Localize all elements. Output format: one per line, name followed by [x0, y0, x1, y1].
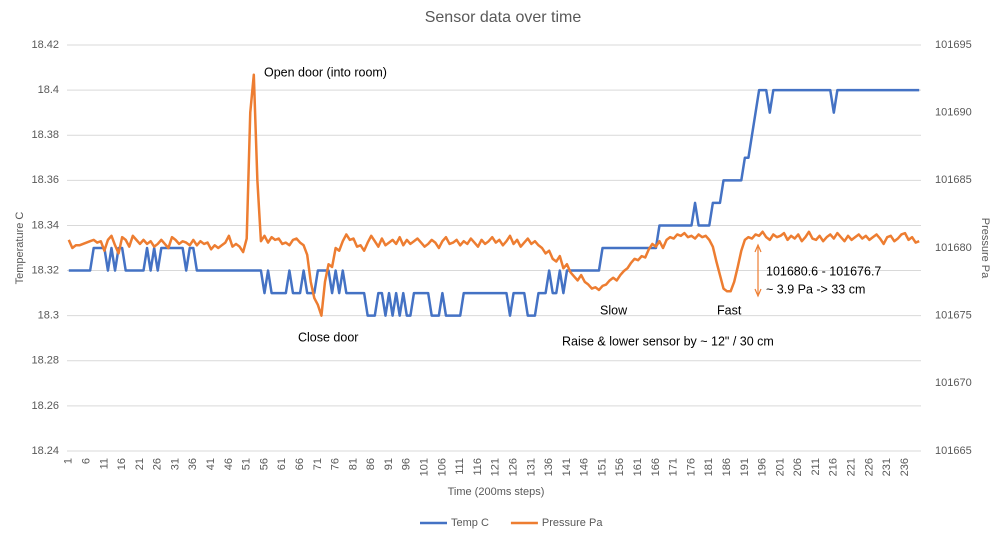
- x-tick-label: 146: [579, 458, 591, 476]
- y-tick-label: 18.36: [31, 174, 59, 186]
- x-tick-label: 81: [347, 458, 359, 470]
- x-tick-label: 106: [436, 458, 448, 476]
- annotation: 101680.6 - 101676.7: [766, 264, 881, 278]
- x-tick-label: 231: [881, 458, 893, 476]
- x-tick-label: 121: [490, 458, 502, 476]
- y2-tick-label: 101675: [935, 310, 972, 322]
- x-tick-label: 101: [419, 458, 431, 476]
- x-tick-label: 116: [472, 458, 484, 476]
- x-tick-label: 16: [116, 458, 128, 470]
- x-tick-label: 21: [134, 458, 146, 470]
- x-axis-label: Time (200ms steps): [448, 486, 545, 498]
- y-tick-label: 18.38: [31, 129, 59, 141]
- x-tick-label: 126: [507, 458, 519, 476]
- y2-axis-label: Pressure Pa: [979, 218, 991, 279]
- y-tick-label: 18.28: [31, 355, 59, 367]
- annotation: ~ 3.9 Pa -> 33 cm: [766, 282, 865, 296]
- x-tick-label: 206: [792, 458, 804, 476]
- x-tick-label: 41: [205, 458, 217, 470]
- legend-label: Pressure Pa: [542, 517, 603, 529]
- y-tick-label: 18.32: [31, 264, 59, 276]
- x-tick-label: 26: [152, 458, 164, 470]
- x-tick-label: 11: [98, 458, 110, 469]
- annotation: Raise & lower sensor by ~ 12" / 30 cm: [562, 334, 774, 348]
- x-tick-label: 216: [828, 458, 840, 476]
- x-tick-label: 131: [525, 458, 537, 476]
- y-tick-label: 18.24: [31, 445, 59, 457]
- annotation: Slow: [600, 303, 628, 317]
- x-tick-label: 31: [169, 458, 181, 470]
- x-tick-label: 46: [223, 458, 235, 470]
- x-tick-label: 6: [80, 458, 92, 464]
- x-tick-label: 196: [757, 458, 769, 476]
- x-tick-label: 66: [294, 458, 306, 470]
- series-line: [67, 73, 920, 317]
- x-tick-label: 161: [632, 458, 644, 476]
- annotations: Open door (into room) Close door Slow Fast R…: [264, 65, 881, 348]
- chart-title: Sensor data over time: [425, 9, 582, 26]
- annotation: Fast: [717, 303, 742, 317]
- x-tick-label: 191: [739, 458, 751, 476]
- y2-tick-label: 101690: [935, 107, 972, 119]
- series-line: [68, 88, 920, 317]
- x-tick-label: 111: [454, 458, 466, 475]
- x-tick-label: 176: [685, 458, 697, 476]
- y2-tick-label: 101695: [935, 39, 972, 51]
- legend-label: Temp C: [451, 517, 489, 529]
- x-tick-label: 171: [668, 458, 680, 476]
- x-tick-label: 51: [241, 458, 253, 470]
- annotation-arrowheads: [754, 243, 762, 298]
- x-tick-label: 221: [846, 458, 858, 476]
- y-tick-label: 18.3: [38, 310, 59, 322]
- x-tick-label: 136: [543, 458, 555, 476]
- x-tick-label: 1: [63, 458, 75, 464]
- y-axis-label: Temperature C: [14, 212, 26, 285]
- x-tick-label: 211: [810, 458, 822, 476]
- x-tick-label: 151: [596, 458, 608, 476]
- y-tick-label: 18.4: [38, 84, 59, 96]
- y2-tick-label: 101685: [935, 174, 972, 186]
- y2-tick-label: 101665: [935, 445, 972, 457]
- x-tick-label: 71: [312, 458, 324, 470]
- x-tick-label: 76: [330, 458, 342, 470]
- y-tick-label: 18.42: [31, 39, 59, 51]
- x-tick-label: 86: [365, 458, 377, 470]
- x-tick-label: 236: [899, 458, 911, 476]
- grid: [67, 44, 921, 452]
- x-tick-label: 226: [863, 458, 875, 476]
- x-tick-label: 186: [721, 458, 733, 476]
- x-tick-label: 141: [561, 458, 573, 476]
- x-tick-label: 181: [703, 458, 715, 476]
- x-tick-label: 91: [383, 458, 395, 470]
- x-tick-label: 96: [401, 458, 413, 470]
- annotation: Close door: [298, 330, 358, 344]
- y2-tick-label: 101670: [935, 377, 972, 389]
- y-tick-label: 18.34: [31, 219, 59, 231]
- x-tick-label: 36: [187, 458, 199, 470]
- x-tick-label: 61: [276, 458, 288, 470]
- y2-tick-label: 101680: [935, 242, 972, 254]
- annotation: Open door (into room): [264, 65, 387, 79]
- x-tick-label: 156: [614, 458, 626, 476]
- x-tick-label: 201: [774, 458, 786, 476]
- y-tick-label: 18.26: [31, 400, 59, 412]
- x-tick-label: 56: [258, 458, 270, 470]
- x-tick-label: 166: [650, 458, 662, 476]
